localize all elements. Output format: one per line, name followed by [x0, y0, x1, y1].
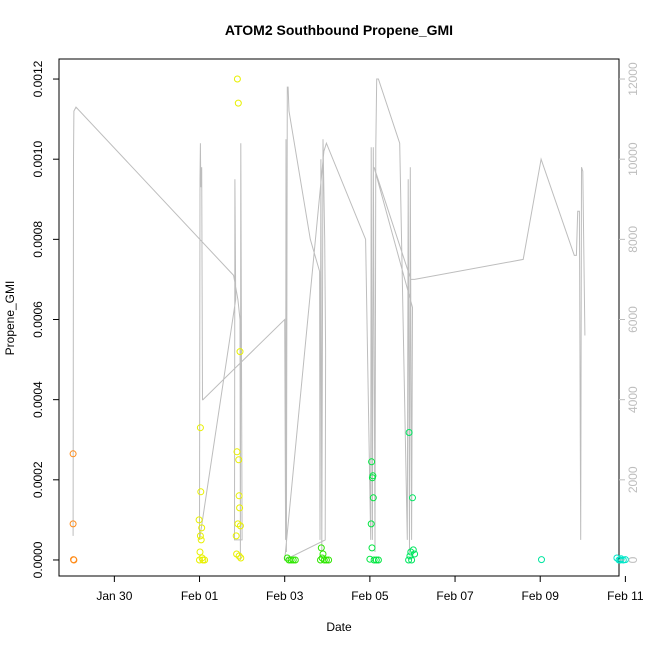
- data-point: [405, 556, 413, 564]
- data-point: [236, 348, 244, 356]
- x-axis-label: Date: [326, 620, 352, 634]
- y2-tick-label: 4000: [626, 386, 640, 413]
- data-point: [409, 546, 417, 554]
- data-point: [320, 556, 328, 564]
- data-point: [409, 494, 416, 502]
- points-layer: [69, 75, 629, 564]
- x-tick-label: Feb 01: [181, 589, 219, 603]
- data-point: [236, 504, 244, 512]
- chart-title: ATOM2 Southbound Propene_GMI: [225, 22, 453, 38]
- data-point: [366, 555, 374, 563]
- data-point: [317, 556, 324, 564]
- data-point: [411, 550, 419, 558]
- y2-tick-label: 0: [626, 556, 640, 563]
- plot-frame: [58, 58, 620, 577]
- data-point: [235, 492, 243, 500]
- data-point: [69, 520, 77, 528]
- data-point: [325, 556, 333, 564]
- x-tick-label: Feb 11: [607, 589, 644, 603]
- data-point: [201, 556, 209, 564]
- data-point: [613, 554, 621, 562]
- data-point: [283, 554, 291, 562]
- y-tick-label: 0.0006: [31, 301, 45, 338]
- data-point: [538, 556, 545, 564]
- data-point: [196, 548, 204, 556]
- data-point: [196, 424, 204, 432]
- x-tick-label: Feb 07: [436, 589, 474, 603]
- data-point: [287, 556, 295, 564]
- y2-tick-label: 6000: [626, 306, 640, 333]
- x-tick-label: Feb 03: [266, 589, 304, 603]
- data-point: [374, 556, 382, 564]
- y-tick-label: 0.0008: [31, 221, 45, 258]
- data-point: [70, 556, 78, 564]
- data-point: [196, 532, 204, 540]
- data-point: [232, 532, 240, 540]
- y2-tick-label: 10000: [626, 142, 640, 176]
- data-point: [235, 552, 243, 560]
- y-tick-label: 0.0012: [31, 60, 45, 97]
- data-point: [368, 544, 376, 552]
- data-point: [408, 556, 416, 564]
- data-point: [197, 488, 205, 496]
- data-point: [317, 544, 325, 552]
- data-point: [234, 99, 242, 107]
- altitude-line: [72, 78, 586, 561]
- data-point: [195, 516, 203, 524]
- data-point: [405, 429, 413, 436]
- y-axis-right: 0 2000 4000 6000 8000 10000 12000: [619, 62, 640, 563]
- y-axis-label: Propene_GMI: [3, 281, 17, 356]
- data-point: [372, 556, 380, 564]
- data-point: [233, 448, 241, 456]
- data-point: [236, 522, 244, 530]
- data-point: [369, 494, 377, 502]
- y-axis-left: 0.0000 0.0002 0.0004 0.0006 0.0008 0.0010 0.00…: [31, 60, 59, 578]
- data-point: [367, 520, 375, 528]
- data-point: [196, 556, 203, 564]
- data-point: [368, 474, 376, 482]
- data-point: [197, 536, 205, 544]
- data-point: [370, 556, 378, 564]
- data-point: [368, 458, 376, 466]
- y2-tick-label: 12000: [626, 62, 640, 96]
- data-point: [235, 456, 243, 464]
- altitude-layer: [72, 78, 586, 561]
- data-point: [198, 524, 206, 532]
- y-tick-label: 0.0000: [31, 541, 45, 578]
- x-tick-label: Feb 09: [522, 589, 560, 603]
- x-axis: Jan 30 Feb 01 Feb 03 Feb 05 Feb 07 Feb 09 Feb …: [96, 576, 644, 603]
- x-tick-label: Jan 30: [96, 589, 132, 603]
- y-tick-label: 0.0010: [31, 141, 45, 178]
- data-point: [289, 556, 297, 564]
- data-point: [233, 75, 241, 83]
- data-point: [69, 450, 77, 458]
- y2-tick-label: 2000: [626, 466, 640, 493]
- data-point: [237, 554, 245, 562]
- data-point: [291, 556, 299, 564]
- data-point: [406, 552, 414, 560]
- y-tick-label: 0.0004: [31, 381, 45, 418]
- data-point: [318, 554, 326, 562]
- y-tick-label: 0.0002: [31, 461, 45, 498]
- x-tick-label: Feb 05: [351, 589, 389, 603]
- y2-tick-label: 8000: [626, 226, 640, 253]
